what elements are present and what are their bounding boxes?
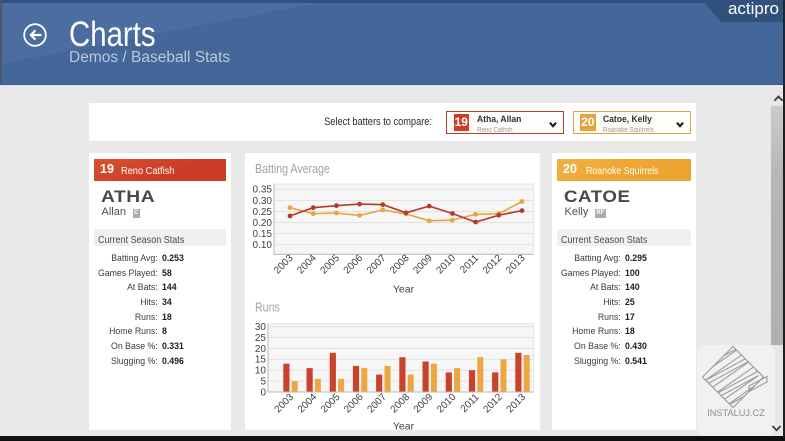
svg-text:2013: 2013 <box>505 392 529 416</box>
svg-text:2009: 2009 <box>411 253 435 277</box>
svg-text:0.15: 0.15 <box>253 229 273 240</box>
svg-text:Runs: Runs <box>255 301 280 315</box>
svg-text:2008: 2008 <box>388 253 412 277</box>
svg-text:2009: 2009 <box>412 392 436 416</box>
svg-text:2004: 2004 <box>296 392 320 416</box>
svg-text:2011: 2011 <box>458 253 481 276</box>
svg-text:2006: 2006 <box>342 253 366 277</box>
svg-text:2004: 2004 <box>295 253 319 277</box>
svg-text:0: 0 <box>260 387 266 398</box>
svg-text:20: 20 <box>255 344 267 355</box>
svg-text:2007: 2007 <box>365 392 389 416</box>
svg-text:0.20: 0.20 <box>253 218 273 229</box>
svg-text:10: 10 <box>255 366 267 377</box>
svg-text:2012: 2012 <box>481 392 505 416</box>
svg-text:2003: 2003 <box>273 392 297 416</box>
svg-text:2005: 2005 <box>319 392 343 416</box>
svg-text:0.30: 0.30 <box>253 196 273 207</box>
svg-text:2003: 2003 <box>272 253 296 277</box>
svg-text:0.25: 0.25 <box>253 207 273 218</box>
svg-text:30: 30 <box>255 322 267 333</box>
svg-text:2008: 2008 <box>389 392 413 416</box>
svg-text:2007: 2007 <box>365 253 389 277</box>
svg-text:2012: 2012 <box>481 253 505 277</box>
svg-text:2011: 2011 <box>459 392 482 415</box>
svg-text:Year: Year <box>393 421 415 431</box>
svg-text:2010: 2010 <box>435 253 459 277</box>
svg-text:2006: 2006 <box>342 392 366 416</box>
svg-text:15: 15 <box>255 355 267 366</box>
svg-text:0.35: 0.35 <box>253 185 273 196</box>
svg-text:2013: 2013 <box>504 253 528 277</box>
svg-text:2010: 2010 <box>435 392 459 416</box>
svg-text:25: 25 <box>255 333 267 344</box>
svg-text:2005: 2005 <box>319 253 343 277</box>
svg-text:5: 5 <box>260 377 266 388</box>
svg-text:0.10: 0.10 <box>253 240 273 251</box>
svg-text:Batting Average: Batting Average <box>255 162 330 176</box>
svg-text:Year: Year <box>393 284 415 296</box>
